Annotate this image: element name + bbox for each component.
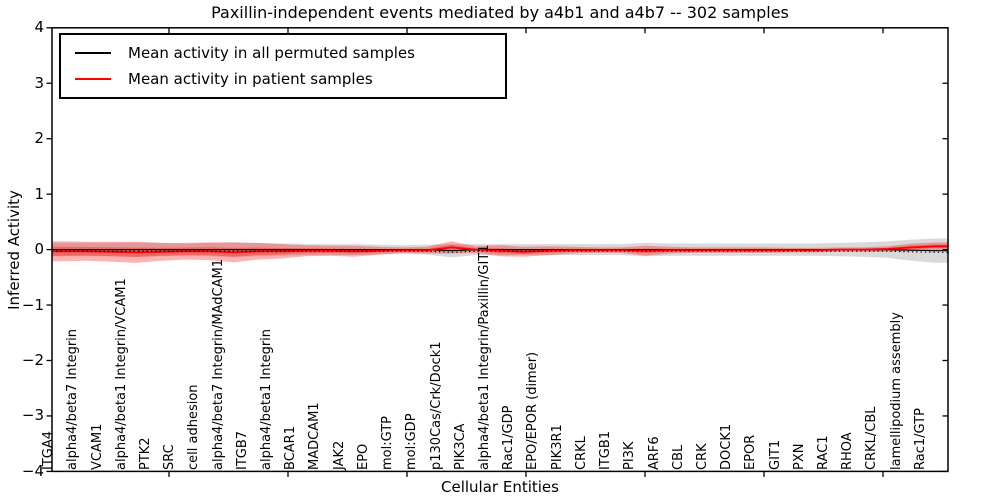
x-category-label: PIK3R1 bbox=[549, 424, 565, 470]
legend: Mean activity in all permuted samples Me… bbox=[59, 33, 507, 99]
x-category-label: VCAM1 bbox=[89, 423, 105, 470]
x-category-label: alpha4/beta7 Integrin bbox=[65, 328, 81, 470]
x-category-label: SRC bbox=[162, 444, 178, 470]
x-category-label: EPO/EPOR (dimer) bbox=[525, 351, 541, 470]
x-category-label: CRKL/CBL bbox=[864, 406, 880, 471]
x-category-label: EPOR bbox=[743, 434, 759, 470]
legend-item-patient: Mean activity in patient samples bbox=[61, 71, 505, 87]
x-category-label: JAK2 bbox=[331, 440, 347, 470]
permuted-mean-dotted-line bbox=[52, 250, 948, 253]
y-tick-label: 1 bbox=[34, 184, 44, 203]
x-category-label: GIT1 bbox=[767, 439, 783, 470]
chart-title: Paxillin-independent events mediated by … bbox=[211, 3, 789, 22]
x-category-label: p130Cas/Crk/Dock1 bbox=[428, 341, 444, 470]
x-category-label: cell adhesion bbox=[186, 384, 202, 470]
x-category-label: DOCK1 bbox=[719, 423, 735, 470]
y-tick-label: 2 bbox=[34, 129, 44, 148]
x-category-label: MADCAM1 bbox=[307, 402, 323, 470]
x-category-label: alpha4/beta1 Integrin/Paxillin/GIT1 bbox=[477, 244, 492, 470]
patient-line-swatch bbox=[75, 78, 111, 80]
y-axis-label: Inferred Activity bbox=[5, 190, 23, 310]
x-category-label: ITGB7 bbox=[234, 430, 250, 470]
x-category-label: ARF6 bbox=[646, 436, 662, 470]
legend-label-patient: Mean activity in patient samples bbox=[128, 70, 373, 88]
x-category-label: mol:GTP bbox=[380, 416, 396, 470]
x-category-label: PXN bbox=[791, 443, 807, 470]
x-category-label: RHOA bbox=[840, 432, 856, 470]
x-category-label: mol:GDP bbox=[404, 413, 420, 470]
x-category-label: BCAR1 bbox=[283, 426, 299, 470]
x-category-label: PI3K bbox=[622, 441, 638, 470]
x-category-label: CBL bbox=[670, 444, 686, 470]
x-category-label: alpha4/beta7 Integrin/MAdCAM1 bbox=[210, 259, 226, 470]
y-tick-label: −2 bbox=[21, 351, 44, 369]
y-tick-label: 4 bbox=[34, 18, 44, 37]
y-tick-label: 3 bbox=[34, 73, 44, 92]
x-axis-label: Cellular Entities bbox=[441, 478, 559, 496]
x-category-label: Rac1/GDP bbox=[501, 405, 517, 470]
x-category-label: alpha4/beta1 Integrin/VCAM1 bbox=[113, 278, 129, 470]
x-category-label: ITGB1 bbox=[598, 430, 614, 470]
x-category-label: RAC1 bbox=[816, 435, 832, 470]
x-category-label: CRKL bbox=[573, 436, 589, 470]
x-category-label: ITGA4 bbox=[41, 430, 57, 470]
x-category-label: CRK bbox=[694, 443, 710, 470]
legend-item-permuted: Mean activity in all permuted samples bbox=[61, 45, 505, 61]
x-category-label: PIK3CA bbox=[452, 423, 468, 470]
y-tick-label: −3 bbox=[21, 406, 44, 425]
y-tick-label: −1 bbox=[21, 295, 44, 314]
permuted-line-swatch bbox=[75, 52, 111, 54]
x-category-label: PTK2 bbox=[137, 437, 153, 470]
patient-band-outer bbox=[52, 241, 948, 263]
x-category-label: alpha4/beta1 Integrin bbox=[259, 328, 275, 470]
x-category-label: Rac1/GTP bbox=[912, 408, 928, 470]
x-category-label: EPO bbox=[355, 443, 371, 470]
legend-label-permuted: Mean activity in all permuted samples bbox=[128, 44, 415, 62]
y-tick-label: −4 bbox=[21, 461, 44, 480]
x-category-label: lamellipodium assembly bbox=[888, 312, 904, 470]
y-tick-label: 0 bbox=[34, 240, 44, 259]
